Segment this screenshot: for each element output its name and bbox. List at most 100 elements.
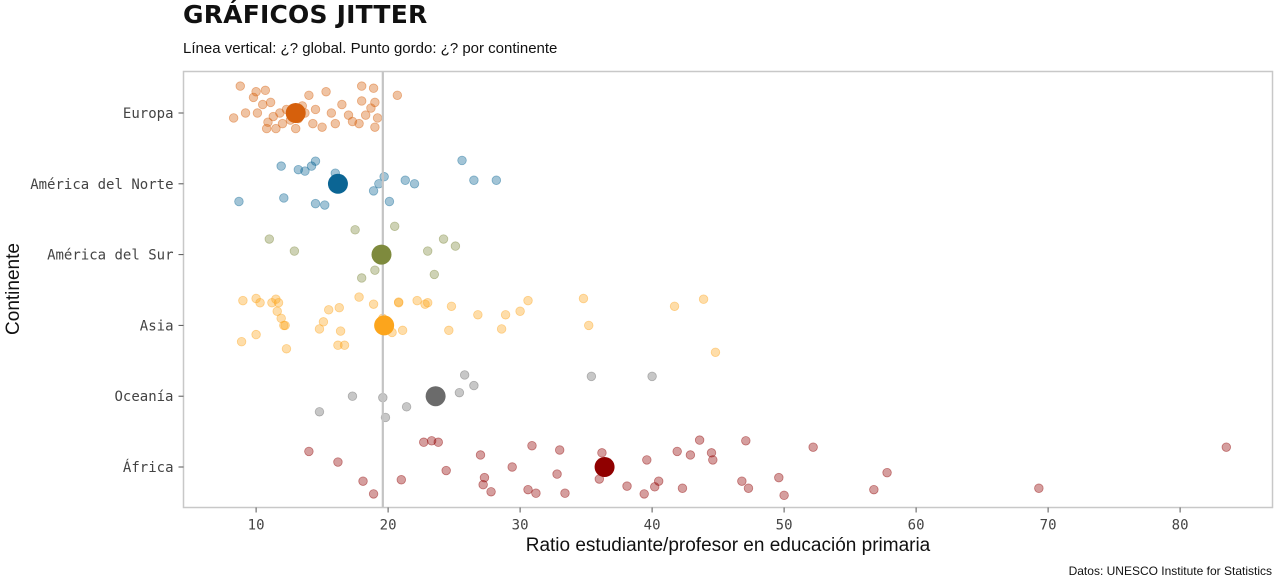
data-point <box>457 155 467 166</box>
data-point <box>366 103 376 113</box>
data-point <box>426 436 437 446</box>
data-point <box>469 380 479 391</box>
data-point <box>743 483 754 493</box>
data-point <box>469 175 479 185</box>
x-tick-label: 20 <box>380 518 397 534</box>
data-point <box>412 295 422 306</box>
data-point <box>650 482 660 492</box>
data-point <box>318 317 329 327</box>
data-point <box>384 196 395 207</box>
data-point <box>523 295 533 306</box>
data-point <box>281 344 292 354</box>
x-tick-label: 70 <box>1040 518 1057 534</box>
data-point <box>1221 442 1232 452</box>
data-point <box>258 99 268 110</box>
data-point <box>420 299 430 309</box>
data-point <box>324 305 334 315</box>
data-point <box>429 269 440 280</box>
data-point <box>478 480 488 490</box>
data-point <box>737 476 747 486</box>
data-point <box>271 294 281 304</box>
data-point <box>639 489 649 499</box>
data-point <box>357 96 367 106</box>
data-point <box>360 110 371 120</box>
data-point <box>279 193 289 203</box>
data-point <box>273 298 284 308</box>
data-point <box>390 221 400 231</box>
data-point <box>238 295 248 306</box>
data-point <box>808 442 818 452</box>
y-tick-label: Europa <box>123 106 174 122</box>
data-point <box>310 156 321 166</box>
data-point <box>393 297 404 307</box>
data-point <box>251 87 261 97</box>
data-point <box>291 123 301 134</box>
data-point <box>236 336 247 347</box>
continent-mean-point <box>594 457 615 477</box>
data-point <box>333 340 343 350</box>
data-point <box>350 225 360 235</box>
points-layer <box>228 81 1232 501</box>
data-point <box>438 234 449 244</box>
data-point <box>779 490 789 501</box>
data-point <box>578 293 589 304</box>
data-point <box>304 90 314 101</box>
data-point <box>654 476 664 486</box>
data-point <box>507 462 517 472</box>
data-point <box>433 437 443 447</box>
data-point <box>419 437 429 447</box>
data-point <box>228 113 239 123</box>
data-point <box>368 83 379 93</box>
data-point <box>393 298 404 308</box>
data-point <box>454 387 465 398</box>
data-point <box>337 99 347 110</box>
data-point <box>321 87 331 97</box>
data-point <box>423 246 433 256</box>
x-axis-title: Ratio estudiante/profesor en educación p… <box>526 535 931 556</box>
data-point <box>647 371 657 382</box>
data-point <box>289 246 300 256</box>
data-point <box>622 481 632 491</box>
continent-mean-point <box>374 315 395 336</box>
data-point <box>459 370 470 380</box>
chart-subtitle: Línea vertical: ¿? global. Punto gordo: … <box>183 40 558 57</box>
y-tick-label: América del Sur <box>47 248 173 264</box>
x-tick-label: 40 <box>644 518 661 534</box>
x-tick-label: 60 <box>908 518 925 534</box>
data-point <box>272 306 282 316</box>
data-point <box>293 164 304 175</box>
x-tick-label: 80 <box>1172 518 1189 534</box>
data-point <box>268 111 278 122</box>
data-point <box>308 118 318 129</box>
y-axis: Europa América del Norte América del Sur As… <box>30 106 184 476</box>
y-tick-label: América del Norte <box>30 177 173 193</box>
y-axis-title: Continente <box>3 243 24 335</box>
data-point <box>304 446 314 457</box>
data-point <box>672 446 682 457</box>
data-point <box>441 465 451 476</box>
data-point <box>500 310 511 320</box>
data-point <box>310 104 321 115</box>
data-point <box>335 326 346 336</box>
data-point <box>560 488 570 498</box>
data-point <box>354 292 364 302</box>
data-point <box>240 108 251 118</box>
data-point <box>397 325 408 336</box>
data-point <box>261 123 272 134</box>
data-point <box>710 347 721 358</box>
data-point <box>446 301 457 311</box>
data-point <box>368 299 379 309</box>
data-point <box>234 196 244 207</box>
data-point <box>486 487 496 497</box>
data-point <box>300 166 310 176</box>
data-point <box>370 97 380 108</box>
data-point <box>396 475 407 485</box>
data-point <box>515 306 525 316</box>
data-point <box>235 81 245 91</box>
data-point <box>869 484 879 495</box>
data-point <box>368 186 379 196</box>
data-point <box>326 108 337 118</box>
data-point <box>339 340 350 350</box>
data-point <box>523 484 533 495</box>
data-point <box>555 445 565 455</box>
